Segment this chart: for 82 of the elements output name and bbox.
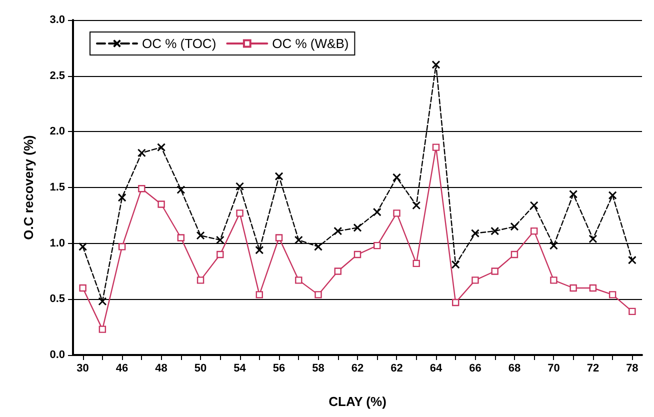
point: [412, 201, 421, 210]
point: [78, 242, 88, 251]
x-tick-label: 58: [312, 362, 324, 374]
x-tick-label: 78: [626, 362, 638, 374]
point: [470, 229, 480, 238]
point: [393, 210, 400, 217]
point: [628, 308, 636, 316]
point: [236, 210, 244, 217]
point: [569, 190, 578, 198]
point: [392, 173, 401, 182]
x-tick-label: 68: [508, 362, 521, 374]
point: [98, 297, 107, 306]
point: [157, 143, 166, 152]
x-tick-label: 62: [351, 362, 364, 374]
point: [295, 276, 302, 284]
y-tick-label: 3.0: [50, 14, 65, 26]
point: [118, 193, 126, 202]
point: [432, 60, 440, 69]
point: [176, 185, 186, 194]
point: [451, 260, 460, 269]
point: [490, 226, 500, 236]
x-tick-label: 70: [548, 362, 560, 374]
point: [589, 284, 597, 292]
x-tick-label: 66: [469, 362, 482, 374]
y-axis-title: O.C recovery (%): [21, 135, 36, 240]
point: [510, 222, 519, 231]
y-tick-label: 1.5: [50, 182, 65, 194]
x-tick-label: 62: [390, 362, 403, 374]
point: [491, 268, 498, 275]
x-tick-label: 54: [234, 362, 247, 374]
y-tick-label: 0.0: [50, 349, 65, 361]
point: [570, 284, 577, 292]
point: [372, 208, 382, 216]
point: [608, 191, 617, 200]
point: [158, 200, 165, 208]
x-tick-label: 64: [430, 362, 443, 374]
point: [452, 298, 460, 306]
point: [275, 234, 283, 242]
point: [138, 185, 146, 192]
point: [216, 250, 224, 258]
point: [628, 256, 636, 264]
x-tick-label: 48: [155, 362, 168, 374]
x-tick-label: 46: [116, 362, 128, 374]
x-tick-label: 30: [76, 362, 89, 374]
point: [255, 246, 264, 254]
y-tick-label: 0.5: [50, 293, 65, 306]
point: [196, 231, 205, 240]
legend-label: OC % (TOC): [142, 36, 216, 51]
x-tick-label: 56: [272, 362, 286, 374]
point: [353, 223, 362, 232]
x-axis-title: CLAY (%): [328, 394, 386, 409]
point: [530, 227, 538, 235]
point: [354, 250, 362, 258]
point: [374, 242, 381, 250]
point: [412, 260, 420, 268]
point: [530, 201, 538, 210]
y-tick-label: 2.0: [50, 126, 65, 138]
point: [472, 276, 479, 284]
point: [177, 234, 185, 242]
point: [236, 182, 244, 191]
point: [274, 172, 284, 181]
point: [334, 268, 342, 275]
point: [79, 284, 86, 292]
point: [549, 241, 558, 250]
point: [98, 326, 106, 333]
point: [510, 250, 518, 258]
point: [334, 226, 342, 236]
point: [314, 242, 323, 251]
point: [314, 291, 322, 298]
x-tick-label: 50: [194, 362, 207, 374]
point: [432, 144, 440, 151]
point: [588, 234, 598, 244]
point: [196, 276, 204, 284]
legend-label: OC % (W&B): [272, 36, 349, 51]
point: [550, 276, 558, 284]
y-tick-label: 1.0: [50, 237, 65, 250]
point: [137, 148, 146, 158]
point: [118, 243, 126, 250]
x-tick-label: 72: [586, 362, 600, 374]
point: [256, 291, 263, 298]
point: [608, 291, 616, 298]
y-tick-label: 2.5: [50, 70, 65, 82]
